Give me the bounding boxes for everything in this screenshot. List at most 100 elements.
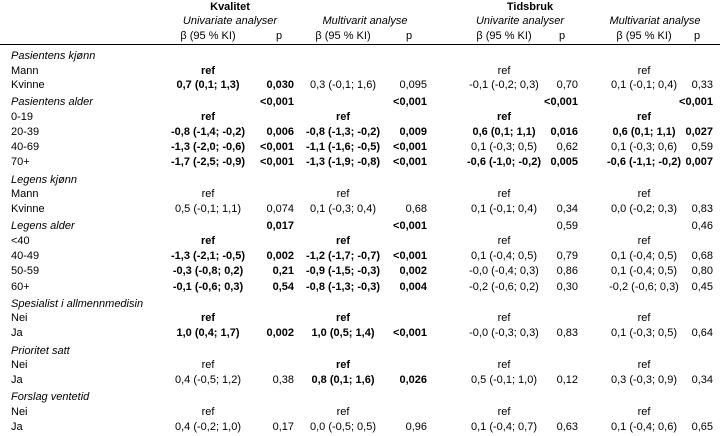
beta-ci-cell: 0,1 (-0,3; 0,5) xyxy=(610,327,678,339)
p-value-cell: 0,005 xyxy=(550,156,578,168)
beta-header: β (95 % KI) xyxy=(315,30,371,42)
beta-ci-cell: 0,3 (-0,3; 0,9) xyxy=(610,374,678,386)
p-value-cell: 0,027 xyxy=(685,126,713,138)
p-header: p xyxy=(693,30,701,42)
p-value-cell: 0,095 xyxy=(399,79,427,91)
model-header-univariate-tidsbruk: Univarite analyser xyxy=(475,15,565,27)
beta-ci-cell: -0,2 (-0,6; 0,2) xyxy=(469,281,539,293)
beta-ci-cell: ref xyxy=(201,359,215,371)
row-label: 70+ xyxy=(11,156,30,168)
p-value-cell: <0,001 xyxy=(393,250,427,262)
p-value-cell: 0,074 xyxy=(266,203,294,215)
header-rule xyxy=(0,44,720,45)
p-value-cell: 0,59 xyxy=(556,220,578,232)
p-value-cell: 0,006 xyxy=(266,126,294,138)
beta-ci-cell: -0,6 (-1,1; -0,2) xyxy=(607,156,681,168)
beta-ci-cell: -0,0 (-0,4; 0,3) xyxy=(469,265,539,277)
p-value-cell: 0,63 xyxy=(556,421,578,433)
p-value-cell: 0,96 xyxy=(405,421,427,433)
p-value-cell: 0,17 xyxy=(272,421,294,433)
beta-ci-cell: ref xyxy=(336,188,350,200)
p-value-cell: <0,001 xyxy=(260,96,294,108)
p-value-cell: 0,017 xyxy=(266,220,294,232)
beta-ci-cell: 0,4 (-0,2; 1,0) xyxy=(174,421,242,433)
beta-header: β (95 % KI) xyxy=(476,30,532,42)
p-value-cell: <0,001 xyxy=(393,220,427,232)
beta-ci-cell: ref xyxy=(200,65,216,77)
p-value-cell: 0,12 xyxy=(556,374,578,386)
beta-ci-cell: 0,1 (-0,4; 0,5) xyxy=(470,250,538,262)
beta-ci-cell: -1,3 (-2,0; -0,6) xyxy=(171,141,245,153)
p-value-cell: 0,026 xyxy=(399,374,427,386)
row-label: Mann xyxy=(11,65,39,77)
beta-ci-cell: -0,8 (-1,3; -0,3) xyxy=(306,281,380,293)
row-label: 0-19 xyxy=(11,111,34,123)
row-label: Nei xyxy=(11,312,28,324)
section-label: Forslag ventetid xyxy=(11,391,90,403)
beta-ci-cell: 1,0 (0,4; 1,7) xyxy=(176,327,240,339)
beta-ci-cell: 0,1 (-0,4; 0,5) xyxy=(610,250,678,262)
beta-ci-cell: 0,1 (-0,4; 0,7) xyxy=(470,421,538,433)
beta-ci-cell: ref xyxy=(200,235,216,247)
beta-ci-cell: -0,3 (-0,8; 0,2) xyxy=(172,265,244,277)
beta-ci-cell: 0,1 (-0,4; 0,5) xyxy=(610,265,678,277)
p-value-cell: 0,80 xyxy=(691,265,713,277)
beta-ci-cell: ref xyxy=(637,235,651,247)
beta-ci-cell: -0,2 (-0,6; 0,3) xyxy=(609,281,679,293)
row-label: Nei xyxy=(11,406,28,418)
p-value-cell: <0,001 xyxy=(393,96,427,108)
p-value-cell: 0,86 xyxy=(556,265,578,277)
beta-ci-cell: ref xyxy=(637,312,651,324)
row-label: 20-39 xyxy=(11,126,40,138)
p-header: p xyxy=(558,30,566,42)
beta-ci-cell: ref xyxy=(637,406,651,418)
row-label: Ja xyxy=(11,421,23,433)
beta-header: β (95 % KI) xyxy=(616,30,672,42)
group-header-tidsbruk: Tidsbruk xyxy=(506,1,554,13)
p-value-cell: 0,002 xyxy=(266,327,294,339)
beta-ci-cell: 0,8 (0,1; 1,6) xyxy=(311,374,375,386)
p-value-cell: 0,007 xyxy=(685,156,713,168)
beta-ci-cell: 0,5 (-0,1; 1,0) xyxy=(470,374,538,386)
p-value-cell: <0,001 xyxy=(679,96,713,108)
beta-ci-cell: 0,7 (0,1; 1,3) xyxy=(176,79,240,91)
beta-ci-cell: ref xyxy=(335,312,351,324)
p-value-cell: 0,030 xyxy=(266,79,294,91)
beta-ci-cell: 0,1 (-0,3; 0,4) xyxy=(309,203,377,215)
beta-ci-cell: ref xyxy=(335,359,351,371)
row-label: Ja xyxy=(11,374,23,386)
beta-ci-cell: -0,1 (-0,2; 0,3) xyxy=(469,79,539,91)
model-header-univariate-kvalitet: Univariate analyser xyxy=(182,15,278,27)
beta-ci-cell: ref xyxy=(637,65,651,77)
section-label: Legens alder xyxy=(11,220,75,232)
section-label: Pasientens kjønn xyxy=(11,50,96,62)
p-value-cell: 0,68 xyxy=(405,203,427,215)
p-value-cell: 0,83 xyxy=(556,327,578,339)
section-label: Legens kjønn xyxy=(11,174,78,186)
beta-header: β (95 % KI) xyxy=(180,30,236,42)
beta-ci-cell: 0,6 (0,1; 1,1) xyxy=(612,126,676,138)
p-value-cell: <0,001 xyxy=(393,156,427,168)
beta-ci-cell: 0,1 (-0,3; 0,6) xyxy=(610,141,678,153)
row-label: 40-49 xyxy=(11,250,40,262)
p-value-cell: 0,002 xyxy=(399,265,427,277)
beta-ci-cell: -0,8 (-1,3; -0,2) xyxy=(306,126,380,138)
beta-ci-cell: ref xyxy=(200,312,216,324)
p-value-cell: 0,79 xyxy=(556,250,578,262)
p-value-cell: 0,004 xyxy=(399,281,427,293)
p-value-cell: 0,30 xyxy=(556,281,578,293)
beta-ci-cell: 0,3 (-0,1; 1,6) xyxy=(309,79,377,91)
p-value-cell: 0,21 xyxy=(272,265,294,277)
p-value-cell: 0,34 xyxy=(556,203,578,215)
beta-ci-cell: ref xyxy=(497,65,511,77)
beta-ci-cell: -1,1 (-1,6; -0,5) xyxy=(306,141,380,153)
beta-ci-cell: ref xyxy=(637,359,651,371)
section-label: Pasientens alder xyxy=(11,96,93,108)
beta-ci-cell: ref xyxy=(497,359,511,371)
model-header-multivariat-tidsbruk: Multivariat analyse xyxy=(609,15,701,27)
beta-ci-cell: 0,4 (-0,5; 1,2) xyxy=(174,374,242,386)
p-value-cell: 0,46 xyxy=(691,220,713,232)
row-label: Nei xyxy=(11,359,28,371)
beta-ci-cell: ref xyxy=(201,406,215,418)
row-label: 40-69 xyxy=(11,141,40,153)
